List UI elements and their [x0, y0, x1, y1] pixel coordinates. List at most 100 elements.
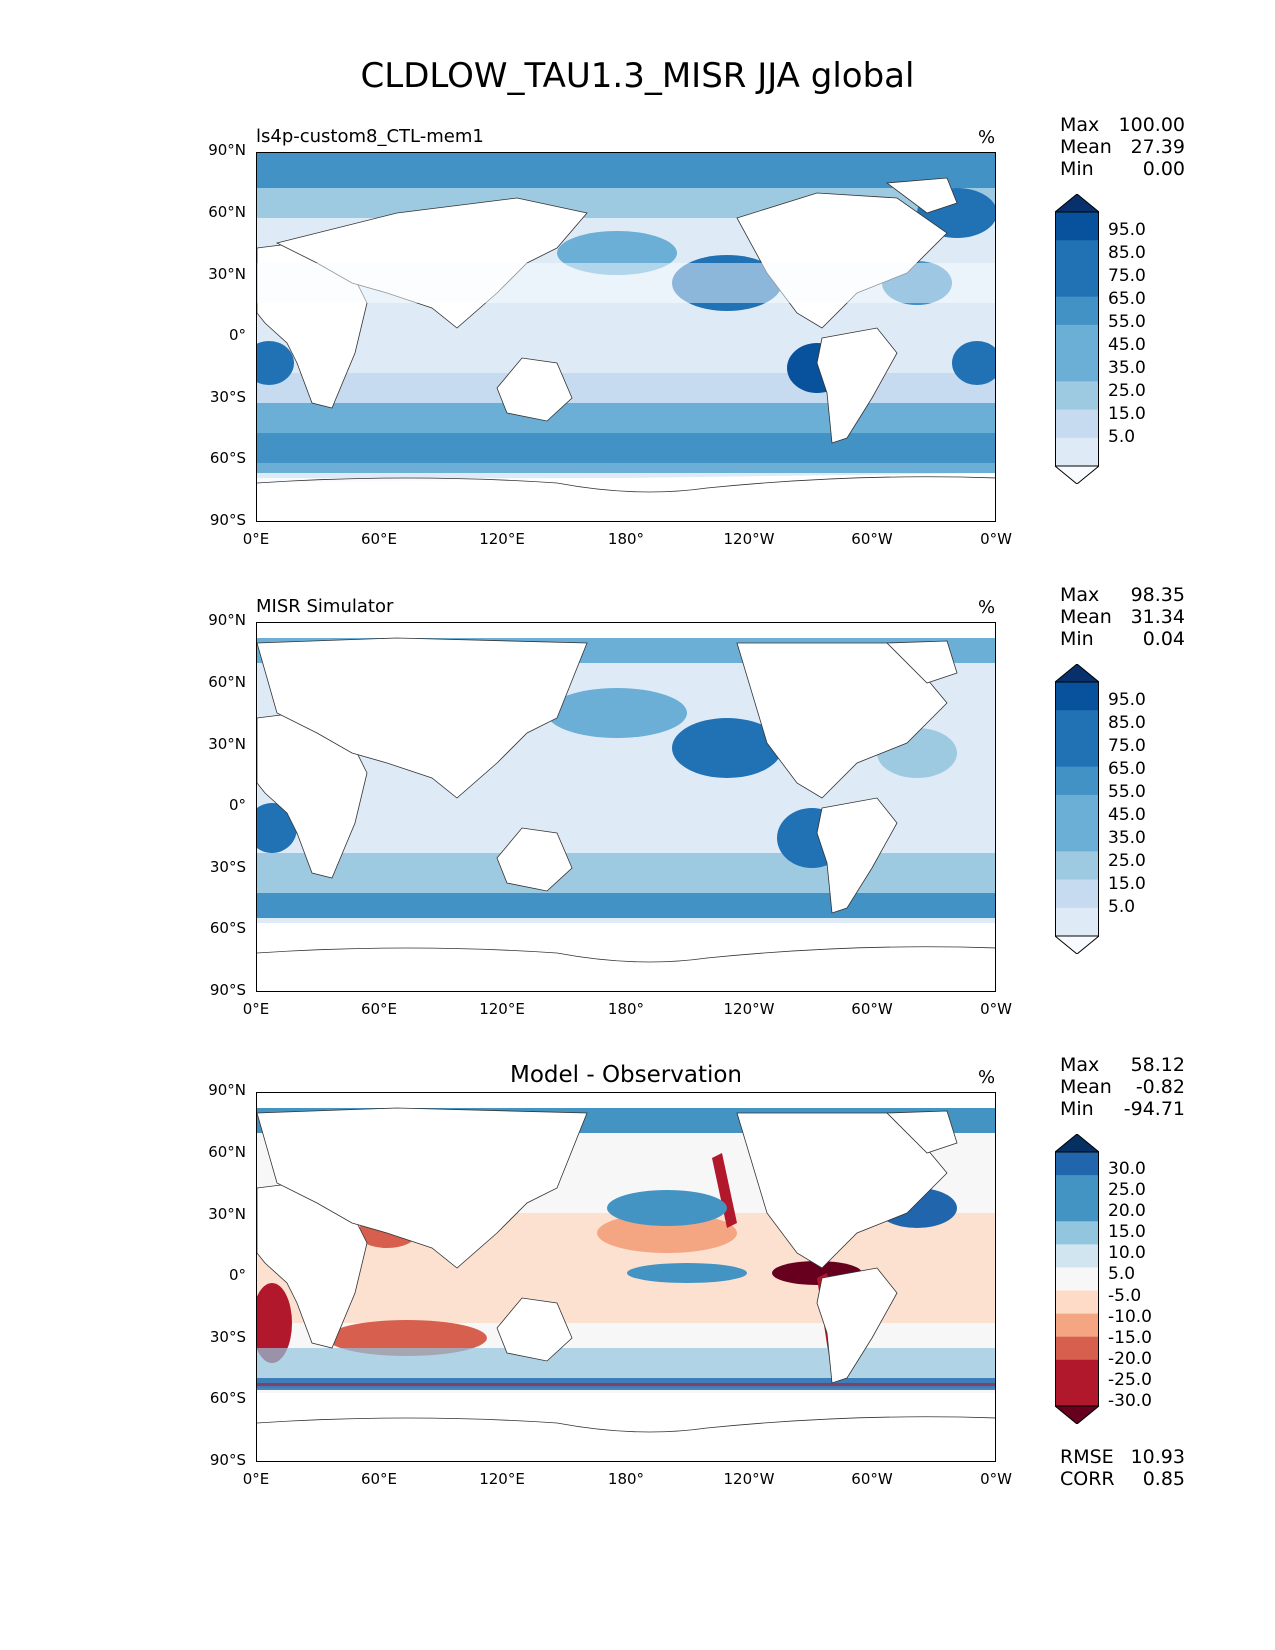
x-tick-label: 0°W — [980, 1000, 1012, 1018]
colorbar-segment — [1055, 766, 1099, 796]
y-tick-label: 90°N — [208, 611, 246, 629]
colorbar-tick-label: 85.0 — [1108, 712, 1146, 733]
colorbar-svg — [1053, 663, 1101, 955]
y-tick-label: 30°S — [209, 388, 246, 406]
colorbar-segment — [1055, 1244, 1099, 1268]
stats-box: Max 98.35 Mean 31.34 Min 0.04 — [1060, 584, 1185, 650]
rmse-label: RMSE — [1060, 1446, 1114, 1468]
south-america-outline — [816, 1267, 898, 1384]
colorbar-segment — [1055, 1221, 1099, 1245]
x-tick-label: 60°E — [360, 1000, 398, 1018]
antarctica-outline — [257, 473, 995, 521]
stats-box: Max 100.00 Mean 27.39 Min 0.00 — [1060, 114, 1185, 180]
colorbar-tick-label: -20.0 — [1108, 1349, 1152, 1370]
x-tick-label: 180° — [607, 1470, 645, 1488]
stat-label: Min — [1060, 628, 1094, 650]
se-atlantic-stratocumulus — [257, 341, 294, 385]
colorbar-border — [1055, 1151, 1099, 1407]
y-tick-label: 60°S — [209, 1389, 246, 1407]
colorbar-segment — [1055, 1336, 1099, 1361]
y-tick-label: 30°S — [209, 858, 246, 876]
colorbar-tick-label: 25.0 — [1108, 381, 1146, 402]
corr-label: CORR — [1060, 1468, 1115, 1490]
stat-max: 58.12 — [1130, 1054, 1185, 1076]
colorbar-extend-top — [1053, 193, 1101, 213]
stat-label: Max — [1060, 114, 1100, 136]
stat-label: Mean — [1060, 136, 1112, 158]
colorbar-tick-label: 95.0 — [1108, 219, 1146, 240]
x-tick-label: 60°W — [851, 1470, 893, 1488]
colorbar-tick-label: 20.0 — [1108, 1200, 1146, 1221]
colorbar-tick-label: 35.0 — [1108, 828, 1146, 849]
corr-value: 0.85 — [1142, 1468, 1185, 1490]
panel-observation: MISR Simulator % 90°N 60°N 30 — [0, 584, 1275, 1092]
colorbar-segment — [1055, 1267, 1099, 1292]
x-tick-label: 60°W — [851, 1000, 893, 1018]
y-tick-label: 90°N — [208, 1081, 246, 1099]
stat-mean: 27.39 — [1130, 136, 1185, 158]
colorbar-extend-bottom — [1053, 935, 1101, 955]
y-tick-label: 30°N — [208, 265, 246, 283]
colorbar-extend-top — [1053, 663, 1101, 683]
x-tick-label: 120°E — [479, 1470, 525, 1488]
map-model — [256, 152, 996, 522]
se-atlantic-stratocumulus — [257, 803, 297, 853]
colorbar-tick-label: 5.0 — [1108, 1264, 1136, 1285]
colorbar-segment — [1055, 1382, 1099, 1407]
y-tick-label: 0° — [228, 326, 246, 344]
x-tick-label: 120°E — [479, 530, 525, 548]
y-tick-label: 30°N — [208, 735, 246, 753]
colorbar-segment — [1055, 1290, 1099, 1315]
panel-subtitle: Model - Observation — [509, 1062, 743, 1088]
colorbar-extend-bottom — [1053, 465, 1101, 485]
colorbar-tick-label: 45.0 — [1108, 335, 1146, 355]
australia-outline — [496, 827, 573, 892]
colorbar-tick-label: 10.0 — [1108, 1243, 1146, 1264]
stat-label: Min — [1060, 158, 1094, 180]
colorbar-tick-label: -25.0 — [1108, 1370, 1152, 1391]
greenland-outline — [885, 177, 958, 214]
colorbar-segment — [1055, 1198, 1099, 1222]
y-tick-label: 90°N — [208, 141, 246, 159]
colorbar-tick-label: 5.0 — [1108, 897, 1136, 918]
greenland-outline — [886, 640, 958, 684]
australia-outline — [496, 357, 573, 422]
colorbar-tick-label: 75.0 — [1108, 265, 1146, 286]
colorbar-segment — [1055, 1152, 1099, 1176]
colorbar-tick-label: 65.0 — [1108, 288, 1146, 309]
y-tick-label: 90°S — [209, 1451, 246, 1469]
colorbar-tick-label: 55.0 — [1108, 311, 1146, 332]
map-difference — [256, 1092, 996, 1462]
x-tick-label: 180° — [607, 530, 645, 548]
colorbar-tick-label: 95.0 — [1108, 689, 1146, 710]
colorbar-segment — [1055, 324, 1099, 354]
colorbar-segment — [1055, 268, 1099, 298]
eurasia-outline — [257, 637, 588, 799]
antarctica-outline — [257, 946, 995, 963]
colorbar-segment — [1055, 738, 1099, 768]
colorbar-segment — [1055, 907, 1099, 937]
x-tick-label: 0°W — [980, 1470, 1012, 1488]
arctic-band — [257, 153, 995, 188]
colorbar-tick-label: 15.0 — [1108, 404, 1146, 425]
y-tick-label: 30°N — [208, 1205, 246, 1223]
colorbar-segment — [1055, 212, 1099, 241]
y-tick-label: 60°N — [208, 673, 246, 691]
colorbar-tick-label: -15.0 — [1108, 1327, 1152, 1348]
stat-max: 98.35 — [1130, 584, 1185, 606]
x-tick-label: 120°W — [723, 530, 775, 548]
colorbar-tick-label: 85.0 — [1108, 242, 1146, 263]
y-tick-label: 90°S — [209, 981, 246, 999]
colorbar-tick-label: 5.0 — [1108, 427, 1136, 448]
colorbar-border — [1055, 211, 1099, 467]
colorbar-segment — [1055, 240, 1099, 269]
y-tick-label: 60°N — [208, 203, 246, 221]
colorbar-segment — [1055, 851, 1099, 881]
colorbar-segment — [1055, 1359, 1099, 1384]
colorbar-segment — [1055, 1313, 1099, 1338]
colorbar-segment — [1055, 353, 1099, 382]
colorbar-tick-label: 15.0 — [1108, 874, 1146, 895]
x-tick-label: 60°E — [360, 1470, 398, 1488]
colorbar-segment — [1055, 409, 1099, 439]
x-tick-label: 180° — [607, 1000, 645, 1018]
